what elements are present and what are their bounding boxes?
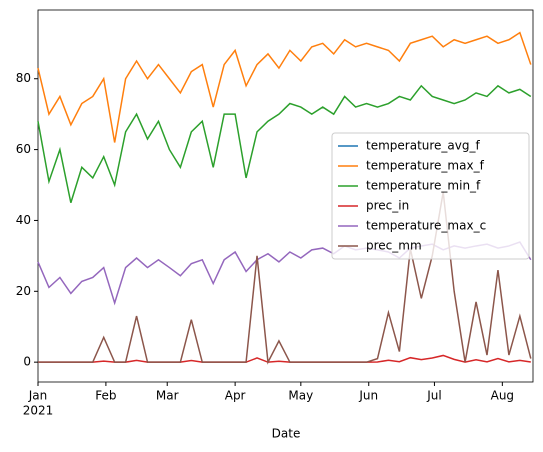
legend-label: temperature_min_f xyxy=(366,179,481,193)
x-tick-label: Mar xyxy=(156,389,179,403)
y-tick-label: 80 xyxy=(16,71,31,85)
x-tick-label: May xyxy=(288,389,313,403)
x-tick-label: Jun xyxy=(358,389,378,403)
y-tick-label: 40 xyxy=(16,213,31,227)
series-line xyxy=(37,31,532,143)
legend-label: temperature_max_f xyxy=(366,159,485,173)
x-axis-label: Date xyxy=(272,427,301,441)
legend-box xyxy=(331,132,530,260)
x-tick-label: Jul xyxy=(426,389,441,403)
legend-label: temperature_max_c xyxy=(366,219,486,233)
x-tick-label: Feb xyxy=(95,389,116,403)
legend-label: prec_mm xyxy=(366,239,422,253)
x-tick-label: Aug xyxy=(491,389,514,403)
series-line xyxy=(37,84,532,203)
x-year-label: 2021 xyxy=(23,404,54,418)
plot-frame xyxy=(37,9,534,383)
legend-label: temperature_avg_f xyxy=(366,139,481,153)
x-tick-label: Jan xyxy=(28,389,48,403)
x-tick-label: Apr xyxy=(225,389,246,403)
y-tick-label: 20 xyxy=(16,284,31,298)
legend-label: prec_in xyxy=(366,199,409,213)
y-tick-label: 0 xyxy=(23,355,31,369)
y-tick-label: 60 xyxy=(16,142,31,156)
